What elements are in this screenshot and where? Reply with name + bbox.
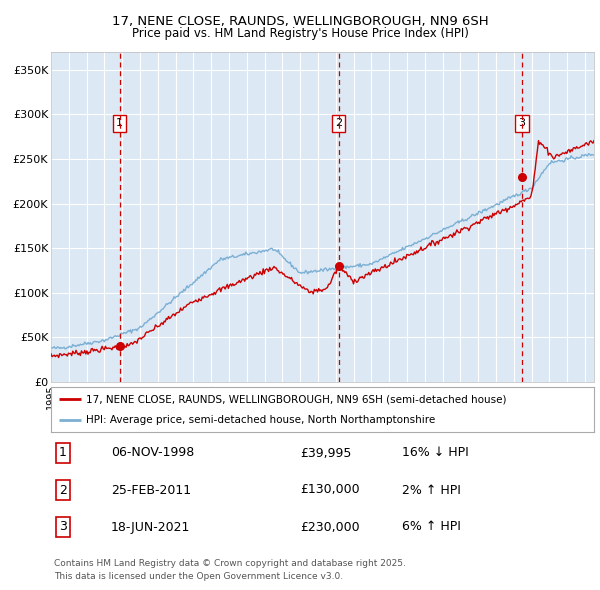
Text: 3: 3 — [518, 119, 526, 129]
Text: £230,000: £230,000 — [300, 520, 359, 533]
Text: Price paid vs. HM Land Registry's House Price Index (HPI): Price paid vs. HM Land Registry's House … — [131, 27, 469, 40]
Text: 17, NENE CLOSE, RAUNDS, WELLINGBOROUGH, NN9 6SH: 17, NENE CLOSE, RAUNDS, WELLINGBOROUGH, … — [112, 15, 488, 28]
Text: 1: 1 — [59, 447, 67, 460]
Text: 2: 2 — [335, 119, 342, 129]
Text: Contains HM Land Registry data © Crown copyright and database right 2025.: Contains HM Land Registry data © Crown c… — [54, 559, 406, 568]
Text: 1: 1 — [116, 119, 123, 129]
Text: 17, NENE CLOSE, RAUNDS, WELLINGBOROUGH, NN9 6SH (semi-detached house): 17, NENE CLOSE, RAUNDS, WELLINGBOROUGH, … — [86, 394, 507, 404]
Text: 06-NOV-1998: 06-NOV-1998 — [111, 447, 194, 460]
Text: This data is licensed under the Open Government Licence v3.0.: This data is licensed under the Open Gov… — [54, 572, 343, 581]
Text: 16% ↓ HPI: 16% ↓ HPI — [402, 447, 469, 460]
Text: 2: 2 — [59, 483, 67, 497]
Text: £130,000: £130,000 — [300, 483, 359, 497]
Text: 25-FEB-2011: 25-FEB-2011 — [111, 483, 191, 497]
Text: £39,995: £39,995 — [300, 447, 352, 460]
Text: 3: 3 — [59, 520, 67, 533]
Text: 18-JUN-2021: 18-JUN-2021 — [111, 520, 190, 533]
Text: 2% ↑ HPI: 2% ↑ HPI — [402, 483, 461, 497]
Text: 6% ↑ HPI: 6% ↑ HPI — [402, 520, 461, 533]
Text: HPI: Average price, semi-detached house, North Northamptonshire: HPI: Average price, semi-detached house,… — [86, 415, 436, 425]
